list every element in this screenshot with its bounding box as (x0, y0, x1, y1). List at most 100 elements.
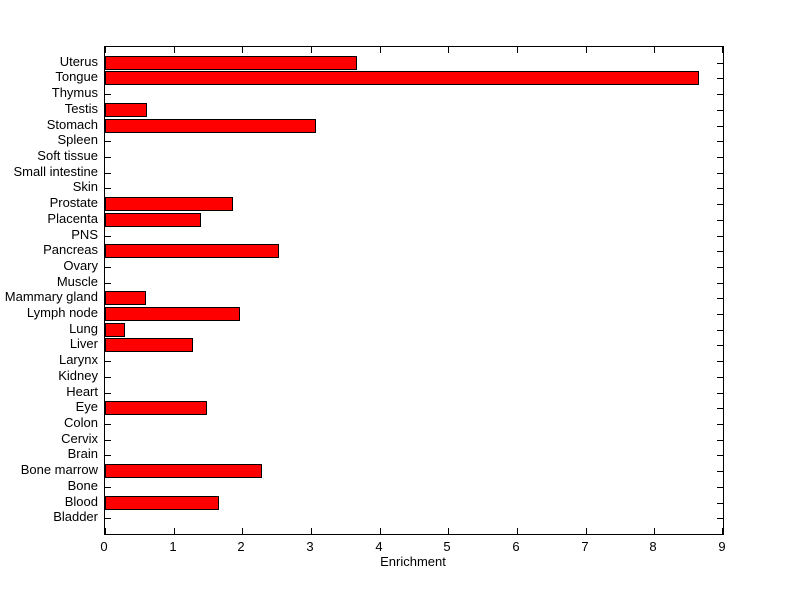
x-tick-label-1: 1 (169, 539, 177, 554)
y-tick (105, 94, 111, 95)
y-tick (717, 298, 723, 299)
y-tick (105, 440, 111, 441)
y-tick-label-bone: Bone (67, 478, 98, 493)
x-tick-label-6: 6 (512, 539, 520, 554)
x-tick (654, 47, 655, 53)
bar-stomach (105, 119, 316, 133)
bar-pancreas (105, 244, 279, 258)
bar-tongue (105, 71, 699, 85)
y-tick-label-heart: Heart (66, 384, 98, 399)
y-tick (717, 314, 723, 315)
bar-liver (105, 338, 193, 352)
x-tick (722, 528, 723, 534)
y-tick (717, 518, 723, 519)
x-tick (311, 528, 312, 534)
bar-lymph-node (105, 307, 240, 321)
x-tick (448, 47, 449, 53)
y-tick-label-soft-tissue: Soft tissue (37, 148, 98, 163)
x-tick-label-9: 9 (718, 539, 726, 554)
y-tick (105, 424, 111, 425)
bar-mammary-gland (105, 291, 146, 305)
y-tick-label-muscle: Muscle (56, 274, 98, 289)
bar-testis (105, 103, 147, 117)
y-tick (717, 393, 723, 394)
y-tick (105, 188, 111, 189)
y-tick-label-liver: Liver (69, 336, 98, 351)
y-tick-label-stomach: Stomach (46, 117, 98, 132)
x-tick (586, 528, 587, 534)
bar-placenta (105, 213, 201, 227)
x-tick (174, 47, 175, 53)
x-tick (448, 528, 449, 534)
y-tick (717, 126, 723, 127)
x-tick (722, 47, 723, 53)
y-tick-label-pns: PNS (71, 227, 98, 242)
y-tick (717, 424, 723, 425)
y-tick-label-thymus: Thymus (51, 85, 98, 100)
y-tick-label-larynx: Larynx (58, 352, 98, 367)
y-tick (717, 204, 723, 205)
y-tick-label-prostate: Prostate (49, 195, 98, 210)
y-tick (717, 188, 723, 189)
y-tick-label-bone-marrow: Bone marrow (20, 462, 98, 477)
y-tick (105, 141, 111, 142)
y-tick-label-lung: Lung (69, 321, 98, 336)
bar-uterus (105, 56, 357, 70)
x-tick (311, 47, 312, 53)
y-tick (105, 173, 111, 174)
y-tick-label-kidney: Kidney (58, 368, 98, 383)
y-tick-label-testis: Testis (64, 101, 98, 116)
bar-blood (105, 496, 219, 510)
y-tick-label-small-intestine: Small intestine (13, 164, 98, 179)
y-tick (717, 220, 723, 221)
x-tick (380, 528, 381, 534)
x-tick-label-8: 8 (649, 539, 657, 554)
y-tick-label-placenta: Placenta (47, 211, 98, 226)
y-tick (105, 361, 111, 362)
y-tick-label-mammary-gland: Mammary gland (4, 289, 98, 304)
x-tick (174, 528, 175, 534)
x-tick (105, 528, 106, 534)
y-tick (717, 267, 723, 268)
y-tick-label-skin: Skin (72, 179, 98, 194)
y-tick (717, 173, 723, 174)
y-tick (717, 110, 723, 111)
x-tick (517, 47, 518, 53)
x-tick (517, 528, 518, 534)
y-tick (105, 455, 111, 456)
x-tick (105, 47, 106, 53)
x-tick (654, 528, 655, 534)
y-tick-label-blood: Blood (64, 494, 98, 509)
x-tick (380, 47, 381, 53)
y-tick (105, 267, 111, 268)
x-tick (242, 47, 243, 53)
y-tick (717, 236, 723, 237)
y-tick (717, 377, 723, 378)
bar-eye (105, 401, 207, 415)
bar-lung (105, 323, 125, 337)
y-tick-label-bladder: Bladder (53, 509, 98, 524)
y-tick (717, 408, 723, 409)
y-tick (717, 78, 723, 79)
y-tick (717, 455, 723, 456)
y-tick-label-ovary: Ovary (63, 258, 98, 273)
x-tick-label-7: 7 (581, 539, 589, 554)
y-tick (717, 141, 723, 142)
x-tick (586, 47, 587, 53)
y-tick (105, 283, 111, 284)
y-tick (105, 487, 111, 488)
y-tick (717, 487, 723, 488)
y-tick (105, 518, 111, 519)
x-tick-label-0: 0 (100, 539, 108, 554)
y-tick (717, 361, 723, 362)
x-tick-label-2: 2 (237, 539, 245, 554)
x-tick-label-4: 4 (375, 539, 383, 554)
y-tick (105, 236, 111, 237)
y-tick (105, 157, 111, 158)
y-tick-label-uterus: Uterus (59, 54, 98, 69)
x-axis-label: Enrichment (380, 554, 446, 569)
y-tick-label-tongue: Tongue (55, 69, 98, 84)
y-tick-label-lymph-node: Lymph node (26, 305, 98, 320)
y-tick-label-eye: Eye (75, 399, 98, 414)
y-tick-label-cervix: Cervix (61, 431, 98, 446)
